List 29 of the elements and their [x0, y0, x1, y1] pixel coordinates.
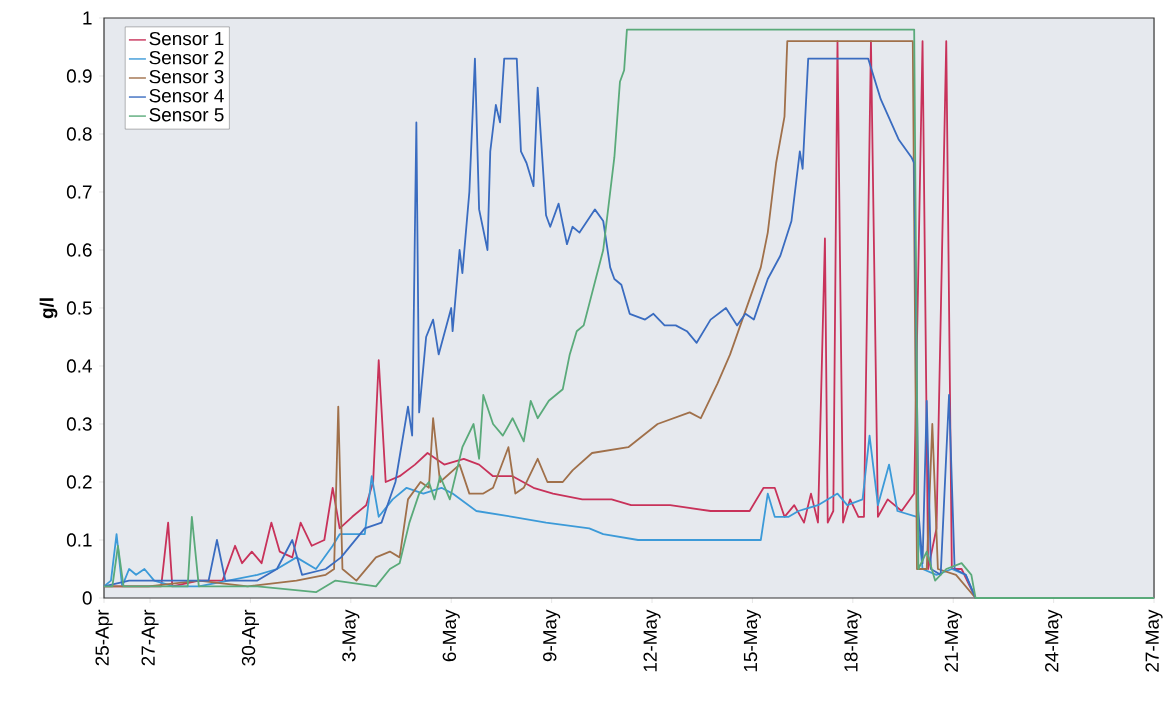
- x-tick-label: 9-May: [543, 609, 561, 662]
- x-tick-label: 15-May: [743, 609, 761, 672]
- y-tick-label: 0.1: [66, 533, 92, 547]
- x-tick-label: 30-Apr: [241, 609, 259, 666]
- legend-label: Sensor 1: [149, 31, 224, 46]
- y-tick-label: 1: [83, 11, 92, 25]
- y-tick-label: 0.2: [66, 475, 92, 489]
- y-axis-title: g/l: [39, 298, 58, 319]
- x-tick-label: 6-May: [442, 609, 460, 662]
- y-tick-label: 0.7: [66, 185, 92, 199]
- x-tick-label: 18-May: [844, 609, 862, 672]
- x-tick-label: 21-May: [944, 609, 962, 672]
- y-tick-label: 0.5: [66, 301, 92, 315]
- legend-label: Sensor 2: [149, 50, 224, 65]
- y-tick-label: 0.4: [66, 359, 92, 373]
- x-tick-label: 12-May: [643, 609, 661, 672]
- x-tick-label: 27-Apr: [141, 609, 159, 666]
- x-tick-label: 3-May: [342, 609, 360, 662]
- y-tick-label: 0.9: [66, 69, 92, 83]
- legend-label: Sensor 4: [149, 89, 224, 103]
- y-tick-label: 0.3: [66, 417, 92, 431]
- y-tick-label: 0.6: [66, 243, 92, 257]
- legend-label: Sensor 5: [149, 108, 224, 122]
- legend-label: Sensor 3: [149, 69, 224, 84]
- x-tick-label: 27-May: [1145, 609, 1163, 672]
- x-tick-label: 24-May: [1045, 609, 1063, 672]
- x-tick-label: 25-Apr: [95, 609, 113, 666]
- y-tick-label: 0.8: [66, 127, 92, 141]
- y-tick-label: 0: [82, 591, 92, 605]
